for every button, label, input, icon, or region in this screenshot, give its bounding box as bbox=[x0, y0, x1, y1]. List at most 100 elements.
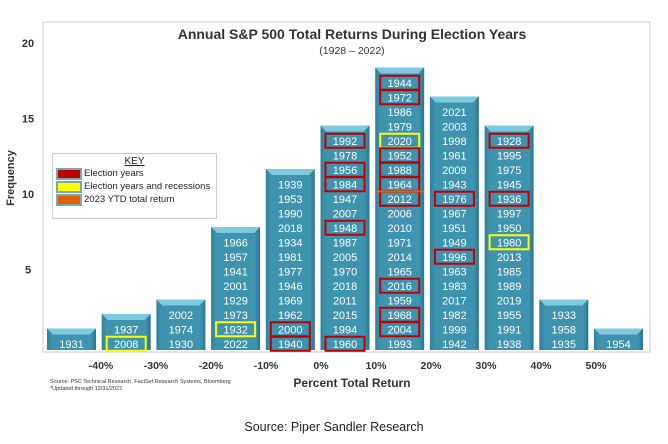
year-label: 1995 bbox=[497, 150, 521, 162]
year-label: 2017 bbox=[442, 295, 466, 307]
year-label: 2021 bbox=[442, 107, 466, 119]
year-label: 1961 bbox=[442, 150, 466, 162]
year-label: 2005 bbox=[333, 252, 357, 264]
election-year-box bbox=[379, 277, 421, 294]
bar bbox=[429, 96, 479, 350]
year-label: 2011 bbox=[333, 295, 357, 307]
year-label: 2004 bbox=[387, 324, 411, 336]
year-label: 2003 bbox=[442, 121, 466, 133]
year-label: 1997 bbox=[497, 208, 521, 220]
year-label: 1967 bbox=[442, 208, 466, 220]
year-label: 2007 bbox=[333, 208, 357, 220]
election-year-box bbox=[324, 335, 366, 352]
bar-bevel bbox=[211, 227, 261, 233]
year-label: 1996 bbox=[442, 252, 466, 264]
year-label: 1966 bbox=[223, 237, 247, 249]
year-label: 1998 bbox=[442, 136, 466, 148]
bar-bevel bbox=[594, 328, 643, 335]
year-label: 1988 bbox=[387, 165, 411, 177]
year-label: 2014 bbox=[387, 252, 411, 264]
year-label: 1954 bbox=[606, 339, 630, 351]
year-label: 2022 bbox=[223, 339, 247, 351]
year-label: 1952 bbox=[387, 150, 411, 162]
bar-bevel bbox=[539, 299, 589, 306]
bar bbox=[156, 299, 206, 350]
year-label: 1984 bbox=[333, 179, 357, 191]
year-label: 1964 bbox=[387, 179, 411, 191]
bar-10_20_: 1944 1972 1986 1979 2020 1952 1988 1964 2012 2006… bbox=[375, 67, 425, 351]
year-label: 1957 bbox=[223, 252, 247, 264]
bar--30_-20_: 2002 1974 1930 bbox=[156, 299, 206, 351]
y-tick-label: 20 bbox=[22, 38, 34, 50]
x-axis-label: Percent Total Return bbox=[293, 376, 410, 390]
y-axis-label: Frequency bbox=[5, 149, 17, 206]
year-label: 2020 bbox=[387, 136, 411, 148]
bar--50_-40_: 1931 bbox=[47, 328, 96, 351]
bar bbox=[539, 299, 589, 350]
year-label: 1972 bbox=[387, 92, 411, 104]
year-label: 1980 bbox=[497, 237, 521, 249]
year-label: 1945 bbox=[497, 179, 521, 191]
year-label: 1946 bbox=[278, 281, 302, 293]
election-year-box bbox=[488, 132, 530, 149]
y-tick-label: 5 bbox=[25, 265, 31, 277]
bar-bevel bbox=[320, 125, 370, 132]
x-tick-label: -20% bbox=[199, 360, 224, 372]
year-label: 1976 bbox=[442, 194, 466, 206]
bar-50_60_: 1954 bbox=[594, 328, 643, 351]
year-label: 2018 bbox=[278, 223, 302, 235]
year-label: 2006 bbox=[387, 208, 411, 220]
legend-item-recession: Election years and recessions bbox=[56, 180, 216, 193]
year-label: 1974 bbox=[169, 324, 193, 336]
year-label: 1963 bbox=[442, 266, 466, 278]
year-label: 1955 bbox=[497, 310, 521, 322]
year-label: 1950 bbox=[497, 223, 521, 235]
year-label: 2009 bbox=[442, 165, 466, 177]
year-label: 1994 bbox=[333, 324, 357, 336]
bar-bevel bbox=[265, 169, 315, 175]
year-label: 2000 bbox=[278, 324, 302, 336]
year-label: 2016 bbox=[387, 281, 411, 293]
year-label: 1970 bbox=[333, 266, 357, 278]
x-tick-label: 30% bbox=[475, 360, 497, 372]
election-year-box bbox=[269, 335, 311, 352]
footer-source: Source: Piper Sandler Research bbox=[244, 420, 424, 434]
year-label: 1978 bbox=[333, 150, 357, 162]
election-year-box bbox=[488, 190, 530, 207]
year-label: 1933 bbox=[552, 310, 576, 322]
legend-title: KEY bbox=[124, 156, 145, 167]
year-label: 1929 bbox=[223, 295, 247, 307]
year-label: 1990 bbox=[278, 208, 302, 220]
year-label: 1975 bbox=[497, 165, 521, 177]
year-label: 1981 bbox=[278, 252, 302, 264]
updated-note: *Updated through 12/31/2022 bbox=[50, 386, 122, 392]
x-tick-label: 40% bbox=[530, 360, 552, 372]
year-label: 1989 bbox=[497, 281, 521, 293]
year-label: 1949 bbox=[442, 237, 466, 249]
recession-year-box bbox=[488, 234, 530, 251]
source-note: Source: PSC Technical Research, FactSet … bbox=[50, 379, 231, 385]
year-label: 1959 bbox=[387, 295, 411, 307]
year-label: 1979 bbox=[387, 121, 411, 133]
bar-bevel bbox=[429, 96, 479, 103]
election-year-box bbox=[324, 176, 366, 193]
year-label: 1941 bbox=[223, 266, 247, 278]
bar--10_0_: 1939 1953 1990 2018 1934 1981 1977 1946 1969 1962… bbox=[265, 169, 315, 352]
year-label: 1944 bbox=[387, 78, 411, 90]
x-tick-label: 10% bbox=[365, 360, 387, 372]
election-year-box bbox=[379, 89, 421, 106]
x-tick-label: -10% bbox=[254, 360, 279, 372]
year-label: 2015 bbox=[333, 310, 357, 322]
year-label: 2008 bbox=[114, 339, 138, 351]
bar-0_10_: 1992 1978 1956 1984 1947 2007 1948 1987 2005 1970… bbox=[320, 125, 370, 352]
year-label: 1938 bbox=[497, 339, 521, 351]
year-label: 2018 bbox=[333, 281, 357, 293]
legend-label: Election years bbox=[84, 168, 144, 179]
year-label: 2001 bbox=[223, 281, 247, 293]
year-label: 1936 bbox=[497, 194, 521, 206]
year-label: 1969 bbox=[278, 295, 302, 307]
year-label: 1992 bbox=[333, 136, 357, 148]
year-label: 2013 bbox=[497, 252, 521, 264]
chart-subtitle: (1928 – 2022) bbox=[319, 45, 384, 57]
